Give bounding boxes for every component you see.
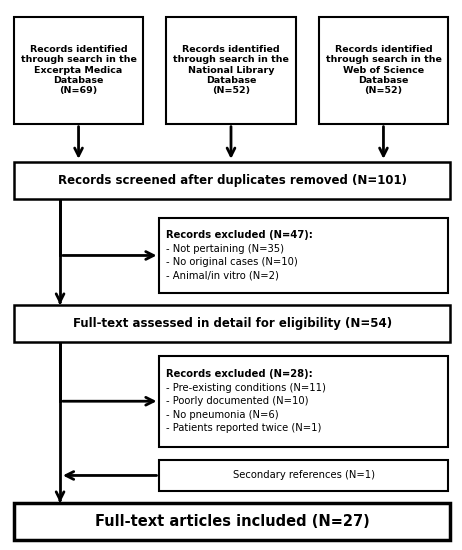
FancyBboxPatch shape (14, 162, 450, 199)
Text: - Animal/in vitro (N=2): - Animal/in vitro (N=2) (166, 271, 279, 281)
FancyBboxPatch shape (159, 356, 448, 447)
Text: Records excluded (N=47):: Records excluded (N=47): (166, 230, 313, 240)
FancyBboxPatch shape (14, 503, 450, 540)
FancyBboxPatch shape (159, 218, 448, 293)
Text: - No pneumonia (N=6): - No pneumonia (N=6) (166, 410, 279, 420)
Text: - Not pertaining (N=35): - Not pertaining (N=35) (166, 244, 284, 254)
FancyBboxPatch shape (14, 16, 143, 124)
Text: Records identified
through search in the
National Library
Database
(N=52): Records identified through search in the… (173, 45, 289, 95)
Text: Records identified
through search in the
Web of Science
Database
(N=52): Records identified through search in the… (326, 45, 441, 95)
FancyBboxPatch shape (166, 16, 296, 124)
FancyBboxPatch shape (319, 16, 448, 124)
Text: - Patients reported twice (N=1): - Patients reported twice (N=1) (166, 424, 322, 433)
Text: Full-text assessed in detail for eligibility (N=54): Full-text assessed in detail for eligibi… (73, 317, 392, 330)
Text: Secondary references (N=1): Secondary references (N=1) (233, 470, 375, 481)
FancyBboxPatch shape (14, 305, 450, 342)
Text: - Poorly documented (N=10): - Poorly documented (N=10) (166, 396, 309, 406)
Text: - No original cases (N=10): - No original cases (N=10) (166, 257, 298, 267)
Text: Records identified
through search in the
Excerpta Medica
Database
(N=69): Records identified through search in the… (21, 45, 136, 95)
Text: Records excluded (N=28):: Records excluded (N=28): (166, 369, 313, 379)
Text: - Pre-existing conditions (N=11): - Pre-existing conditions (N=11) (166, 383, 326, 393)
Text: Full-text articles included (N=27): Full-text articles included (N=27) (95, 514, 370, 529)
Text: Records screened after duplicates removed (N=101): Records screened after duplicates remove… (58, 174, 407, 187)
FancyBboxPatch shape (159, 460, 448, 491)
